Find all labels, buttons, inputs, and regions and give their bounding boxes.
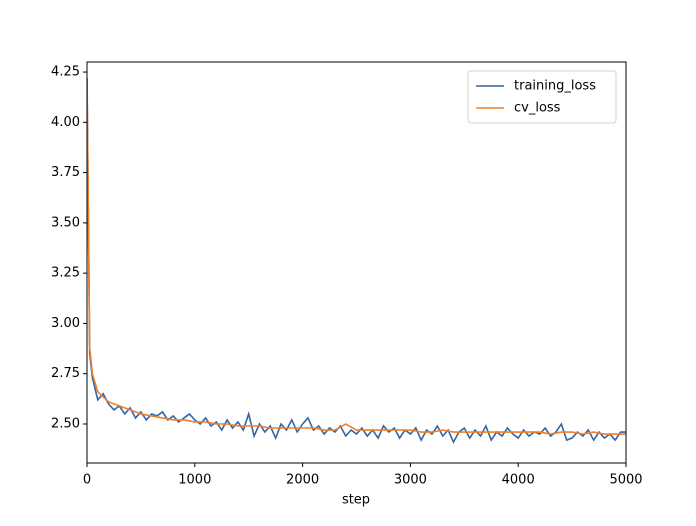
x-tick-label: 3000 [394, 473, 427, 488]
y-tick-label: 3.00 [51, 316, 80, 331]
y-tick-label: 4.25 [51, 65, 80, 80]
legend-label: cv_loss [514, 101, 561, 116]
plot-frame [86, 61, 627, 464]
y-tick-label: 3.25 [51, 266, 80, 281]
y-tick-label: 2.75 [51, 366, 80, 381]
x-axis-label: step [342, 493, 370, 508]
line-series [87, 78, 626, 444]
x-tick-label: 1000 [178, 473, 211, 488]
y-tick-label: 3.75 [51, 165, 80, 180]
x-tick-label: 2000 [286, 473, 319, 488]
line-series [87, 78, 626, 435]
x-tick-label: 5000 [609, 473, 642, 488]
y-tick-label: 3.50 [51, 215, 80, 230]
legend-label: training_loss [514, 79, 596, 94]
legend-box [467, 70, 617, 124]
x-tick-label: 0 [83, 473, 91, 488]
y-tick-label: 4.00 [51, 115, 80, 130]
x-tick-label: 4000 [502, 473, 535, 488]
y-tick-label: 2.50 [51, 416, 80, 431]
